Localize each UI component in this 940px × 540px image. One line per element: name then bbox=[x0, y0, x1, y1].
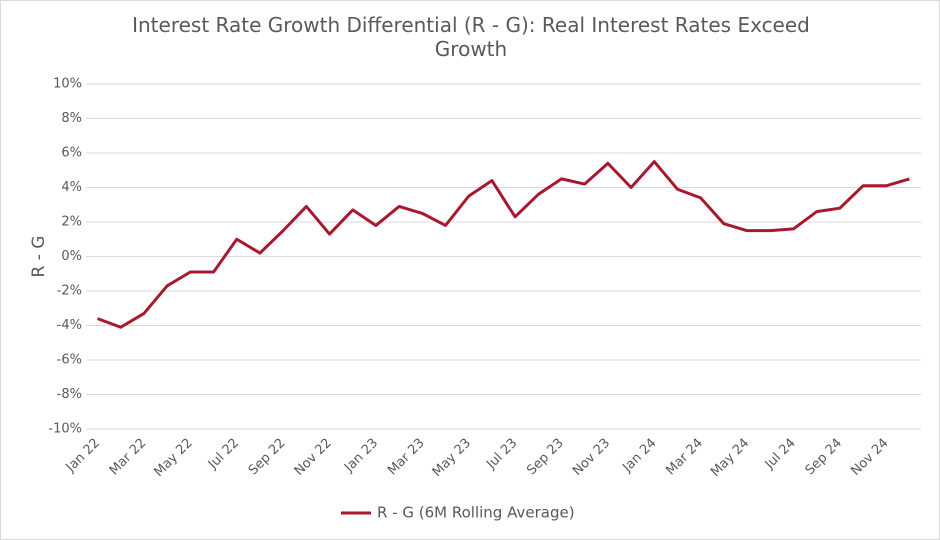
x-tick-label: May 24 bbox=[708, 436, 752, 480]
x-tick-label: Jul 23 bbox=[483, 436, 520, 473]
y-tick-label: -8% bbox=[57, 387, 82, 402]
x-tick-label: Sep 23 bbox=[524, 436, 567, 479]
y-tick-label: 8% bbox=[61, 111, 82, 126]
x-tick-label: Sep 24 bbox=[803, 436, 846, 479]
x-tick-label: Sep 22 bbox=[246, 436, 289, 479]
x-tick-label: Mar 24 bbox=[663, 436, 706, 479]
y-tick-label: -2% bbox=[57, 284, 82, 299]
line-series bbox=[97, 160, 910, 329]
x-tick-label: Jul 22 bbox=[205, 436, 242, 473]
x-tick-label: Jan 22 bbox=[63, 436, 103, 476]
y-tick-label: 0% bbox=[61, 249, 82, 264]
y-tick-label: 6% bbox=[61, 146, 82, 161]
x-tick-label: Nov 22 bbox=[292, 436, 335, 479]
x-tick-label: Jan 24 bbox=[619, 436, 659, 476]
x-tick-label: Mar 22 bbox=[107, 436, 150, 479]
x-tick-label: Mar 23 bbox=[385, 436, 428, 479]
legend-label: R - G (6M Rolling Average) bbox=[377, 504, 575, 522]
x-tick-label: Jul 24 bbox=[762, 436, 799, 473]
x-tick-label: May 22 bbox=[151, 436, 195, 480]
y-tick-label: 4% bbox=[61, 180, 82, 195]
y-tick-label: -6% bbox=[57, 353, 82, 368]
chart-title: Interest Rate Growth Differential (R - G… bbox=[132, 13, 810, 61]
y-tick-label: 2% bbox=[61, 215, 82, 230]
y-tick-label: 10% bbox=[53, 77, 82, 92]
x-tick-label: Nov 23 bbox=[570, 436, 613, 479]
x-tick-label: Nov 24 bbox=[848, 436, 891, 479]
y-tick-label: -4% bbox=[57, 318, 82, 333]
x-tick-label: May 23 bbox=[430, 436, 474, 480]
y-axis-label: R - G bbox=[29, 236, 49, 278]
x-tick-label: Jan 23 bbox=[341, 436, 381, 476]
y-tick-label: -10% bbox=[48, 422, 82, 437]
